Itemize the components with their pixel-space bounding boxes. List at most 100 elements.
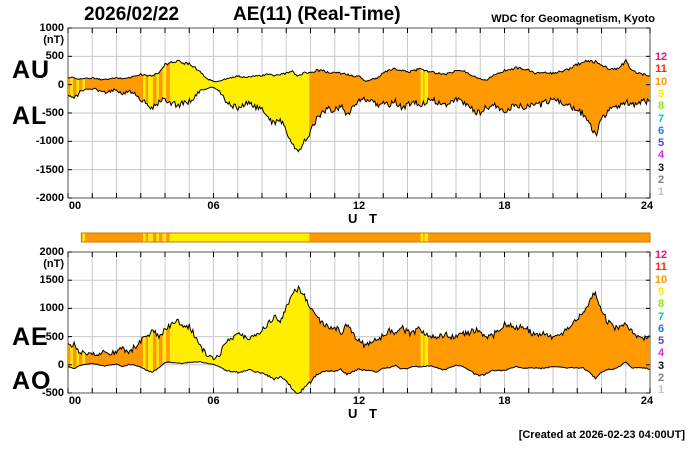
data-band-segment [169,286,310,394]
station-count-11: 11 [655,261,667,274]
x-tick-label: 12 [352,200,366,212]
data-source: WDC for Geomagnetism, Kyoto [491,13,655,25]
y-axis-unit: (nT) [43,34,64,46]
label-ao: AO [12,367,52,395]
station-count-7: 7 [657,112,665,125]
bar-segment [84,233,144,242]
data-band-segment [145,335,148,371]
label-al: AL [12,102,48,130]
x-tick-label: 00 [68,395,82,407]
data-band-segment [156,333,159,370]
x-tick-label: 18 [498,395,511,407]
station-count-6: 6 [657,124,665,137]
data-band-segment [162,63,167,102]
station-count-8: 8 [657,298,665,311]
station-count-4: 4 [657,149,665,162]
y-tick-label: 0 [57,358,64,371]
station-count-10: 10 [654,273,668,286]
y-tick-label: 0 [57,78,64,91]
bar-border [80,232,651,243]
created-timestamp: [Created at 2026-02-23 04:00UT] [518,429,685,441]
data-band-segment [166,62,170,103]
data-band-segment [158,334,163,368]
data-band-segment [156,73,159,106]
chart-area-top [67,27,651,199]
bar-segment [309,233,421,242]
station-count-2: 2 [657,174,665,186]
y-tick-label: 1500 [39,274,64,287]
x-tick-label: 06 [207,200,220,212]
station-count-5: 5 [657,137,665,150]
series-line-ao [67,361,651,395]
chart-area-bottom [67,251,651,395]
data-band-segment [423,330,425,367]
data-band-segment [145,75,148,106]
availability-bar-svg [80,232,651,243]
station-count-11: 11 [655,63,667,76]
data-band-segment [148,75,153,110]
station-count-12: 12 [654,249,668,261]
data-band-segment [72,77,77,99]
bar-segment [158,233,163,242]
y-axis-unit: (nT) [43,258,64,270]
station-count-10: 10 [654,75,668,88]
label-au: AU [12,56,51,84]
series-line-au [67,58,651,83]
y-tick-label: -500 [41,107,64,119]
x-tick-label: 18 [498,200,511,212]
station-count-12: 12 [654,51,668,63]
data-band-segment [428,59,650,136]
y-tick-label: -1500 [35,163,64,176]
station-count-1: 1 [657,186,665,199]
bar-segment [143,233,146,242]
station-count-2: 2 [657,372,665,384]
data-band-segment [420,330,424,367]
station-count-8: 8 [657,100,665,113]
bar-segment [156,233,159,242]
x-tick-label: 06 [207,395,220,407]
label-ae: AE [12,323,49,351]
ut-axis-label-top: U T [348,211,381,226]
station-count-3: 3 [657,359,665,372]
plot-title: AE(11) (Real-Time) [233,4,401,25]
station-count-6: 6 [657,322,665,335]
ut-axis-label-bottom: U T [348,406,381,421]
y-tick-label: 2000 [39,246,64,258]
y-tick-label: 500 [45,330,64,343]
data-band-segment [76,348,79,368]
x-tick-label: 12 [352,395,366,407]
series-line-al [67,86,651,153]
bar-segment [166,233,170,242]
bar-segment [148,233,153,242]
bar-segment [81,233,83,242]
data-band-segment [166,324,170,363]
data-band-segment [309,68,421,136]
data-band-segment [148,329,153,373]
data-band-segment [162,328,167,365]
data-band-segment [68,343,71,368]
data-band-segment [76,78,79,97]
bar-segment [152,233,157,242]
data-band-segment [78,78,83,94]
data-band-segment [70,344,73,369]
data-band-segment [143,74,146,104]
x-tick-label: 00 [68,200,82,212]
bar-segment [420,233,424,242]
data-band-segment [420,68,424,107]
data-band-segment [424,333,429,367]
data-band-segment [85,73,144,103]
data-band-segment [169,60,310,152]
data-band-segment [70,77,73,98]
bar-segment [423,233,425,242]
series-line-ae [67,284,651,361]
station-count-9: 9 [657,285,665,298]
data-band-segment [82,350,85,365]
y-tick-label: -2000 [35,192,64,204]
data-band-segment [424,70,429,106]
data-band-segment [158,67,163,102]
y-tick-label: 1000 [39,302,64,315]
y-tick-label: 500 [45,50,64,63]
station-count-3: 3 [657,161,665,174]
bar-segment [169,233,310,242]
